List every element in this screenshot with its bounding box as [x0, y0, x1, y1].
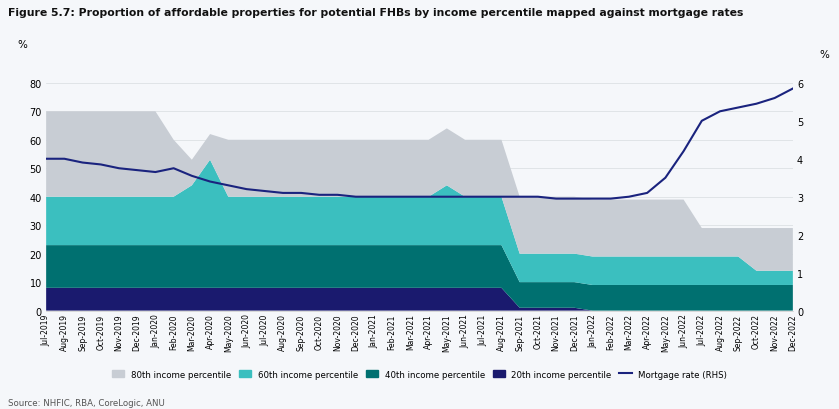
Text: Figure 5.7: Proportion of affordable properties for potential FHBs by income per: Figure 5.7: Proportion of affordable pro…: [8, 8, 743, 18]
Text: Source: NHFIC, RBA, CoreLogic, ANU: Source: NHFIC, RBA, CoreLogic, ANU: [8, 398, 165, 407]
Legend: 80th income percentile, 60th income percentile, 40th income percentile, 20th inc: 80th income percentile, 60th income perc…: [108, 366, 731, 382]
Y-axis label: %: %: [18, 40, 27, 50]
Y-axis label: %: %: [819, 50, 829, 60]
